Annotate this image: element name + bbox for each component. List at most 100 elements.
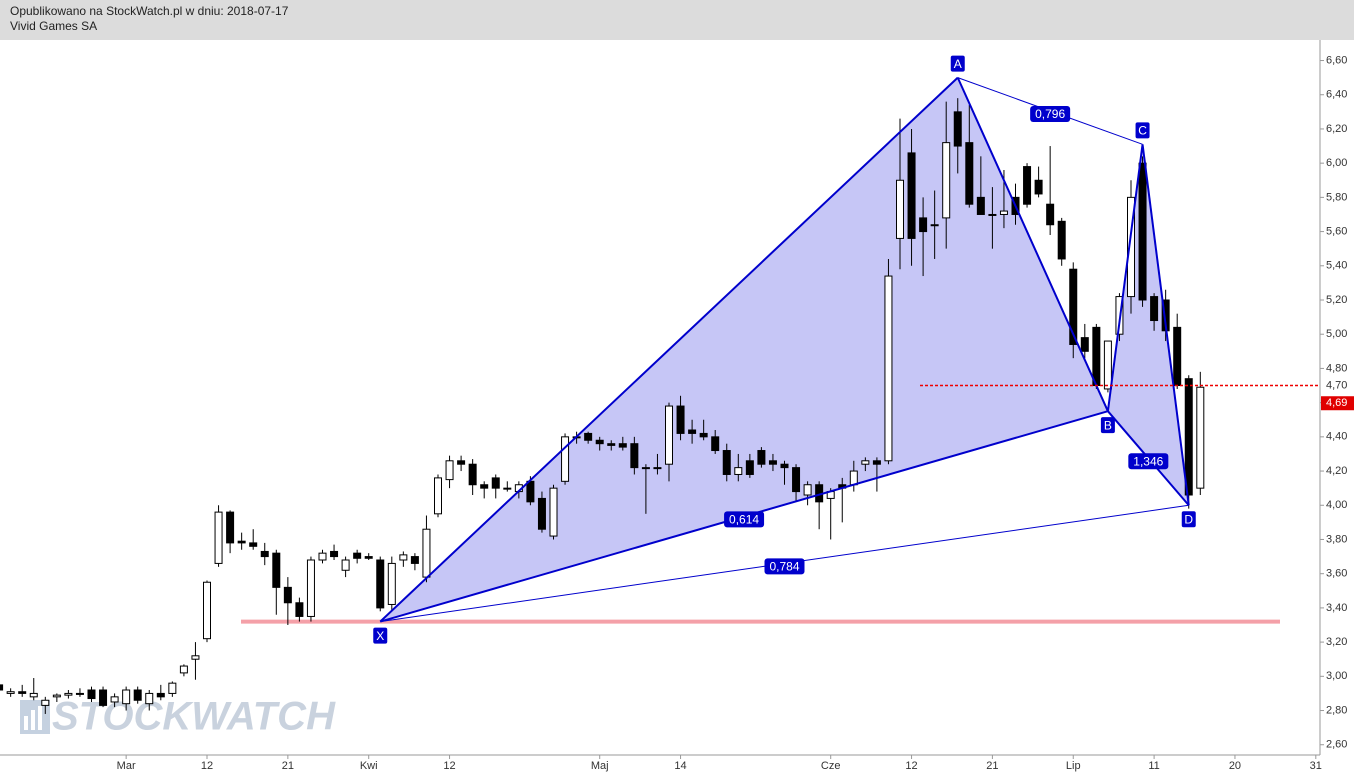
candle-body bbox=[422, 528, 431, 578]
y-tick-label: 5,40 bbox=[1326, 260, 1347, 272]
candle-body bbox=[29, 692, 38, 698]
x-tick-label: 14 bbox=[674, 760, 686, 772]
candle-body bbox=[376, 559, 385, 609]
candle-body bbox=[1138, 162, 1147, 301]
last-price-box bbox=[1321, 396, 1354, 411]
candle-body bbox=[1150, 296, 1159, 322]
candle-body bbox=[1103, 340, 1112, 390]
header-subtitle: Vivid Games SA bbox=[10, 19, 97, 33]
alert-label: 4,70 bbox=[1326, 379, 1347, 391]
pattern-line bbox=[379, 76, 959, 623]
candle-body bbox=[861, 460, 870, 465]
candle-body bbox=[965, 142, 974, 205]
candle-body bbox=[457, 460, 466, 465]
candle-body bbox=[618, 443, 627, 448]
candle-body bbox=[260, 550, 269, 558]
y-tick-label: 6,00 bbox=[1326, 157, 1347, 169]
pattern-point bbox=[373, 627, 388, 644]
pattern-point-label: A bbox=[954, 57, 962, 71]
y-tick-label: 6,40 bbox=[1326, 89, 1347, 101]
ratio-label: 1,346 bbox=[1133, 454, 1163, 468]
candle-body bbox=[491, 477, 500, 489]
x-tick-label: Lip bbox=[1066, 760, 1081, 772]
candle-body bbox=[468, 463, 477, 486]
candle-body bbox=[480, 484, 489, 489]
candle-body bbox=[1046, 203, 1055, 226]
candle-body bbox=[191, 655, 200, 660]
candle-body bbox=[0, 684, 4, 691]
candle-body bbox=[942, 142, 951, 219]
candle-body bbox=[780, 463, 789, 469]
y-tick-label: 5,80 bbox=[1326, 191, 1347, 203]
candle-body bbox=[711, 436, 720, 452]
candle-body bbox=[353, 552, 362, 559]
candle-body bbox=[145, 692, 154, 705]
y-tick-label: 5,20 bbox=[1326, 294, 1347, 306]
pattern-line bbox=[1141, 144, 1190, 506]
candle-body bbox=[607, 443, 616, 446]
y-tick-label: 5,60 bbox=[1326, 225, 1347, 237]
pattern-point bbox=[1100, 417, 1115, 434]
y-tick-label: 3,60 bbox=[1326, 568, 1347, 580]
x-tick-label: 11 bbox=[1148, 760, 1159, 772]
candle-body bbox=[214, 511, 223, 564]
candle-body bbox=[133, 689, 142, 701]
candle-body bbox=[999, 210, 1008, 215]
x-tick-label: 20 bbox=[1229, 760, 1241, 772]
candle-body bbox=[549, 487, 558, 537]
candle-body bbox=[41, 699, 50, 706]
candle-body bbox=[1092, 326, 1101, 387]
y-tick-label: 5,00 bbox=[1326, 328, 1347, 340]
candle-body bbox=[1023, 166, 1032, 205]
pattern-point bbox=[1181, 511, 1196, 528]
pattern-line bbox=[956, 77, 1109, 412]
candle-body bbox=[318, 552, 327, 561]
header-bar bbox=[0, 0, 1354, 40]
candle-body bbox=[745, 460, 754, 475]
candle-body bbox=[930, 224, 939, 227]
candle-body bbox=[595, 439, 604, 445]
candle-body bbox=[87, 689, 96, 700]
candle-body bbox=[1127, 196, 1135, 298]
x-tick-label: 21 bbox=[282, 760, 294, 772]
candle-body bbox=[976, 196, 985, 215]
x-tick-label: Maj bbox=[591, 760, 609, 772]
candle-body bbox=[849, 470, 858, 486]
candle-body bbox=[734, 467, 743, 475]
x-tick-label: 12 bbox=[905, 760, 917, 772]
candle-body bbox=[203, 581, 211, 640]
y-tick-label: 4,40 bbox=[1326, 431, 1347, 443]
candle-body bbox=[75, 692, 84, 695]
watermark-icon bbox=[20, 700, 50, 734]
candle-body bbox=[526, 480, 535, 503]
y-tick-label: 3,80 bbox=[1326, 533, 1347, 545]
candle-body bbox=[896, 179, 904, 239]
candle-body bbox=[699, 432, 708, 438]
candle-body bbox=[237, 540, 246, 544]
pattern-fill bbox=[380, 77, 1108, 622]
pattern-point bbox=[950, 55, 965, 72]
y-tick-label: 3,40 bbox=[1326, 602, 1347, 614]
y-tick-label: 2,80 bbox=[1326, 704, 1347, 716]
candle-body bbox=[364, 556, 373, 559]
y-tick-label: 4,00 bbox=[1326, 499, 1347, 511]
candle-body bbox=[953, 111, 962, 147]
ratio-box bbox=[764, 558, 805, 575]
pattern-point bbox=[1135, 122, 1150, 139]
candle-body bbox=[630, 443, 639, 469]
x-tick-label: 12 bbox=[201, 760, 213, 772]
x-tick-label: Kwi bbox=[360, 760, 378, 772]
y-tick-label: 4,80 bbox=[1326, 362, 1347, 374]
candle-body bbox=[341, 559, 350, 571]
candle-body bbox=[168, 682, 177, 694]
candle-body bbox=[792, 467, 801, 493]
ratio-label: 0,614 bbox=[729, 513, 759, 527]
candle-body bbox=[503, 487, 512, 490]
candle-body bbox=[272, 552, 281, 588]
candle-body bbox=[872, 460, 881, 465]
x-tick-label: 31 bbox=[1310, 760, 1322, 772]
pattern-point-label: X bbox=[376, 629, 384, 643]
candle-body bbox=[110, 696, 119, 703]
candle-body bbox=[907, 152, 916, 239]
